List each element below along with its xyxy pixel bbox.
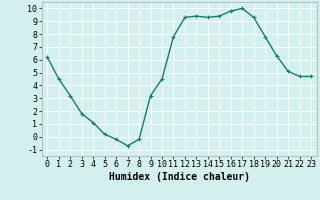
X-axis label: Humidex (Indice chaleur): Humidex (Indice chaleur)	[109, 172, 250, 182]
